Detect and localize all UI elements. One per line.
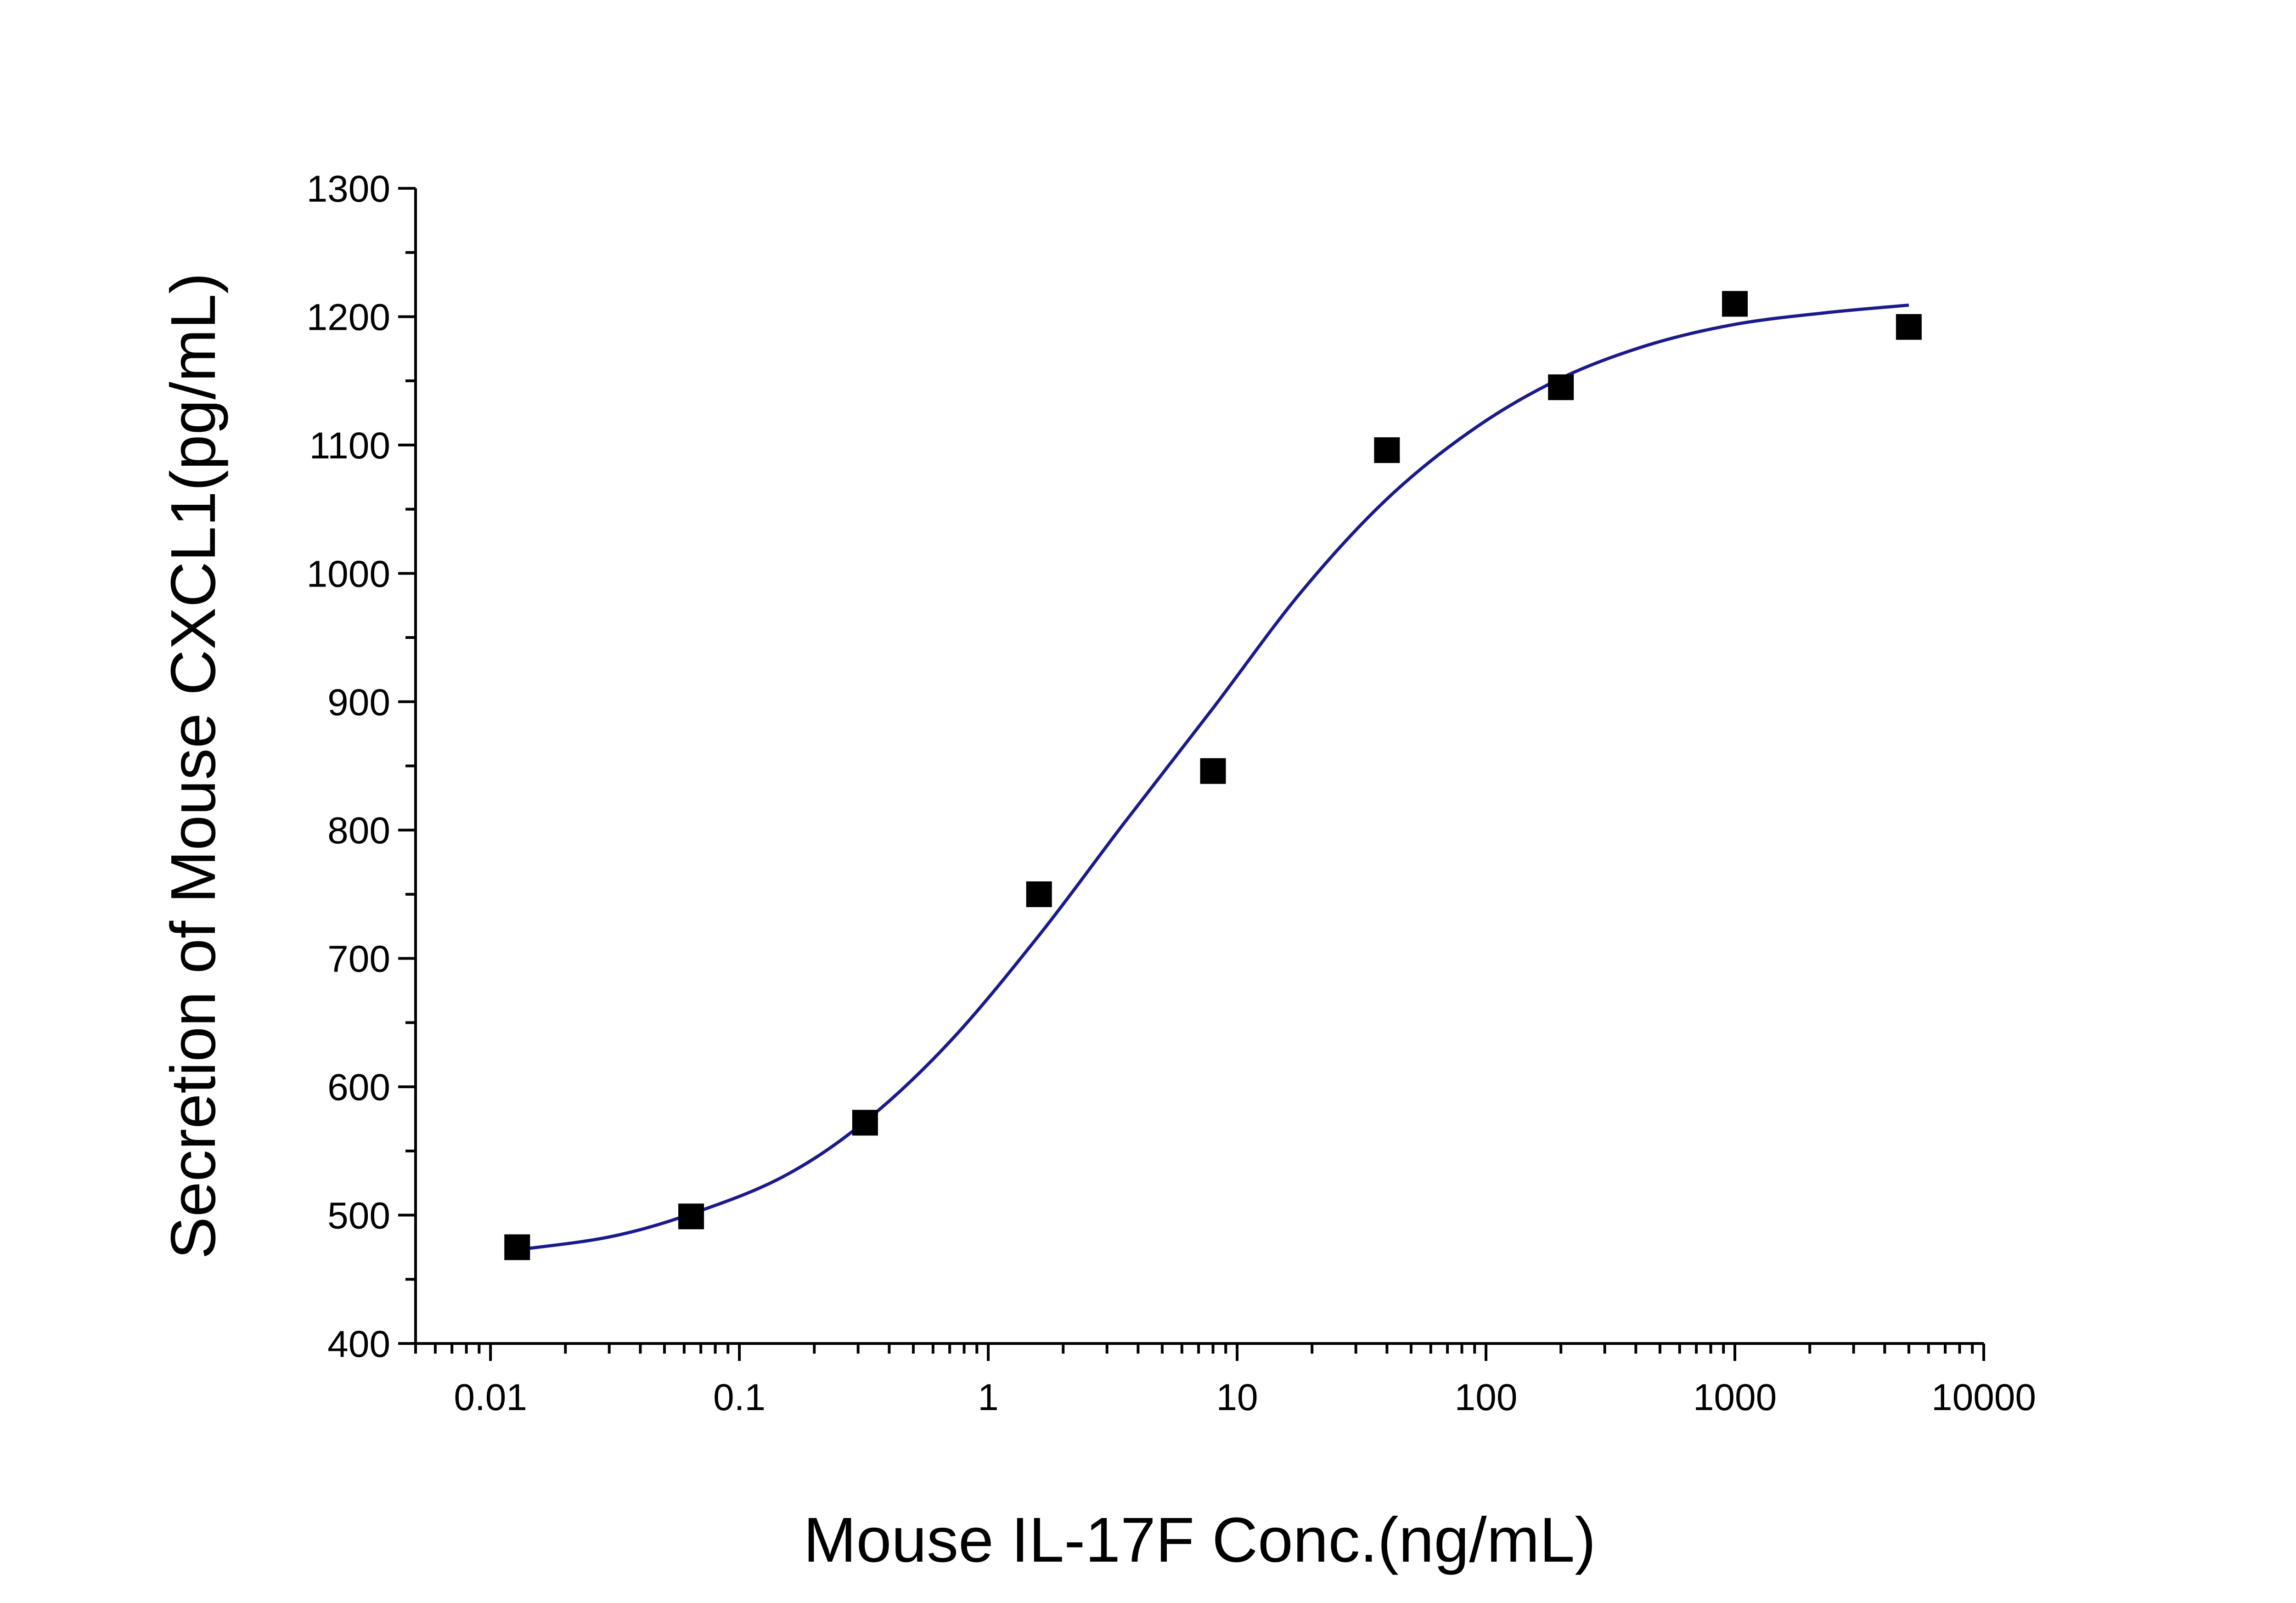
y-tick-label: 500 [327, 1195, 390, 1237]
data-point [1722, 291, 1748, 317]
y-axis-ticks [398, 187, 416, 1345]
data-point [1548, 374, 1574, 401]
x-tick-label: 1000 [1693, 1377, 1777, 1418]
y-tick-label: 1200 [307, 296, 390, 338]
y-tick-label: 800 [327, 810, 390, 852]
data-point [504, 1234, 530, 1260]
data-point [1374, 437, 1400, 463]
data-point [1200, 758, 1226, 784]
data-point [1026, 881, 1052, 907]
x-tick-label: 10 [1216, 1377, 1258, 1418]
data-points [504, 291, 1922, 1260]
y-tick-label: 1100 [310, 425, 390, 467]
x-tick-label: 0.1 [713, 1377, 765, 1418]
y-tick-label: 700 [327, 938, 390, 980]
y-axis-title: Secretion of Mouse CXCL1(pg/mL) [158, 273, 229, 1259]
x-axis-tick-labels: 0.01 0.1 1 10 100 1000 10000 [454, 1377, 2036, 1418]
fit-curve [517, 303, 1909, 1252]
data-point [678, 1203, 704, 1230]
x-axis-ticks [414, 1343, 1985, 1361]
x-axis-title: Mouse IL-17F Conc.(ng/mL) [804, 1505, 1596, 1575]
y-tick-label: 900 [327, 682, 390, 723]
y-tick-label: 600 [327, 1067, 390, 1108]
y-tick-label: 1300 [307, 168, 390, 210]
x-tick-label: 1 [978, 1377, 999, 1418]
x-tick-label: 100 [1455, 1377, 1518, 1418]
x-tick-label: 10000 [1931, 1377, 2036, 1418]
y-tick-label: 1000 [307, 553, 390, 595]
x-tick-label: 0.01 [454, 1377, 527, 1418]
y-tick-label: 400 [327, 1323, 390, 1365]
data-point [1896, 314, 1922, 340]
y-axis-tick-labels: 400 500 600 700 800 900 1000 1100 1200 1300 [307, 168, 390, 1365]
data-point [852, 1110, 878, 1136]
